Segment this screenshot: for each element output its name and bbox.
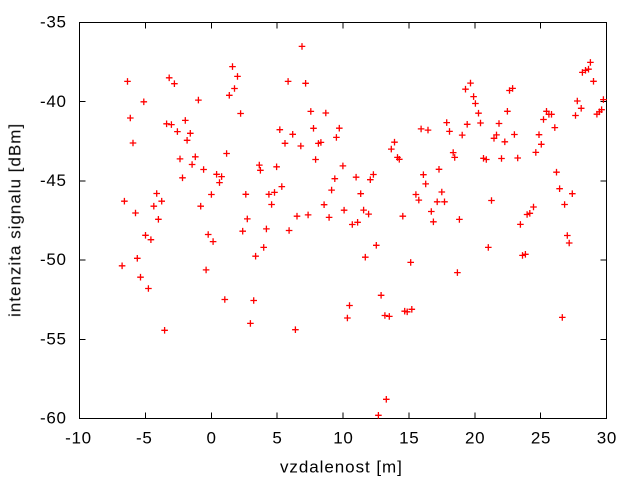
svg-text:-45: -45 <box>40 171 67 190</box>
svg-text:5: 5 <box>272 428 282 447</box>
svg-text:30: 30 <box>597 428 617 447</box>
svg-text:-5: -5 <box>136 428 153 447</box>
svg-text:15: 15 <box>399 428 419 447</box>
svg-text:-40: -40 <box>40 92 67 111</box>
svg-text:-60: -60 <box>40 409 67 428</box>
svg-text:10: 10 <box>333 428 353 447</box>
svg-text:25: 25 <box>531 428 551 447</box>
svg-text:0: 0 <box>207 428 217 447</box>
svg-text:-35: -35 <box>40 13 67 32</box>
svg-text:-10: -10 <box>65 428 92 447</box>
svg-text:intenzita signalu [dBm]: intenzita signalu [dBm] <box>5 123 24 317</box>
svg-text:-55: -55 <box>40 329 67 348</box>
svg-text:vzdalenost [m]: vzdalenost [m] <box>280 458 403 477</box>
svg-text:-50: -50 <box>40 250 67 269</box>
svg-text:20: 20 <box>465 428 485 447</box>
